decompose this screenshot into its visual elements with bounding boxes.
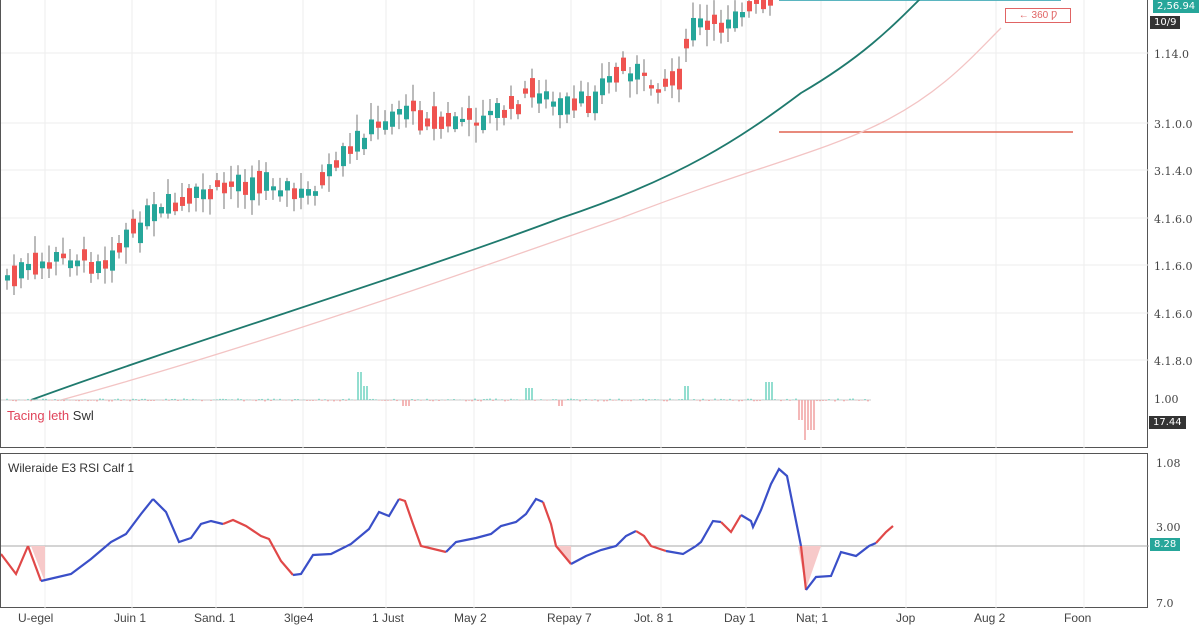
x-tick: U-egel: [18, 611, 54, 625]
rsi-title: Wileraide E3 RSI Calf 1: [8, 461, 135, 475]
x-tick: Nat; 1: [796, 611, 829, 625]
x-tick: Jot. 8 1: [634, 611, 674, 625]
rsi-y-tick: 3.00: [1156, 521, 1181, 534]
x-tick: Aug 2: [974, 611, 1006, 625]
annotation-tag[interactable]: ← 360 Ƿ: [1005, 8, 1071, 23]
y-tick: 3.1.4.0: [1154, 165, 1193, 178]
y-tick: 3.1.0.0: [1154, 118, 1193, 131]
volume-badge: 17.44: [1149, 416, 1186, 429]
rsi-value-badge: 8.28: [1150, 538, 1181, 551]
x-tick: Day 1: [724, 611, 756, 625]
legend-part1: Tacing leth: [7, 408, 70, 423]
x-tick: 1 Just: [372, 611, 405, 625]
price-chart-pane[interactable]: ← 360 Ƿ Tacing leth Swl: [0, 0, 1149, 448]
rsi-axis[interactable]: 1.08 3.00 8.28 7.0: [1148, 453, 1200, 613]
y-tick: 4.1.6.0: [1154, 308, 1193, 321]
x-tick: May 2: [454, 611, 487, 625]
rsi-y-tick: 7.0: [1156, 597, 1174, 610]
x-tick: Juin 1: [114, 611, 147, 625]
volume-histogram: [6, 372, 869, 440]
price-badge: 2,56.94: [1153, 0, 1200, 13]
legend-part2: Swl: [72, 408, 94, 423]
rsi-canvas[interactable]: [1, 454, 1149, 609]
price-chart-canvas[interactable]: [1, 0, 1149, 448]
x-tick: 3lge4: [284, 611, 314, 625]
x-tick: Foon: [1064, 611, 1092, 625]
candlestick-series: [5, 0, 773, 295]
x-tick: Jop: [896, 611, 916, 625]
rsi-line: [1, 467, 894, 591]
x-tick: Repay 7: [547, 611, 592, 625]
short-moving-average: [60, 27, 1002, 401]
rsi-y-tick: 1.08: [1156, 457, 1181, 470]
y-tick: 1.00: [1154, 393, 1179, 406]
y-tick: 4.1.8.0: [1154, 355, 1193, 368]
y-tick: 1.1.6.0: [1154, 260, 1193, 273]
long-moving-average: [30, 0, 921, 401]
y-tick: 1.14.0: [1154, 48, 1189, 61]
dark-badge: 10/9: [1150, 16, 1181, 29]
x-tick: Sand. 1: [194, 611, 236, 625]
price-axis[interactable]: 2,56.94 10/9 1.14.0 3.1.0.0 3.1.4.0 4.1.…: [1148, 0, 1200, 450]
chart-legend: Tacing leth Swl: [7, 408, 94, 423]
rsi-pane[interactable]: [0, 453, 1149, 609]
y-tick: 4.1.6.0: [1154, 213, 1193, 226]
